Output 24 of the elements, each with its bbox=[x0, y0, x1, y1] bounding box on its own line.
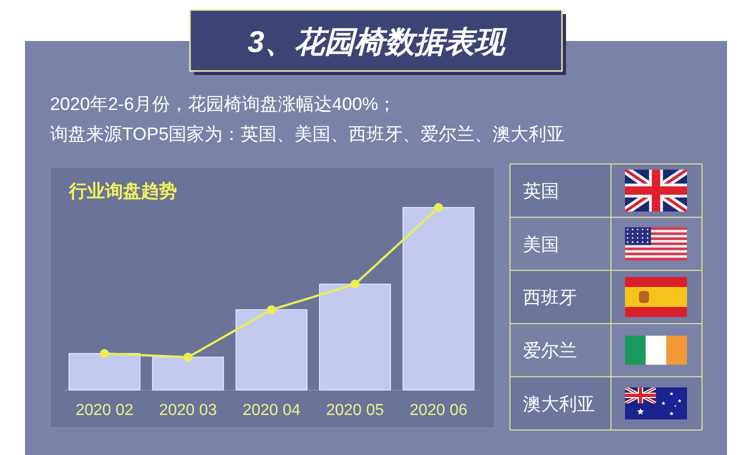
text: 英国 bbox=[523, 181, 559, 202]
x-tick-label: 2020 03 bbox=[159, 402, 218, 419]
x-tick-label: 2020 04 bbox=[242, 402, 301, 419]
text: 询盘来源TOP5国家为：英国、美国、西班牙、爱尔兰、澳大利亚 bbox=[50, 124, 565, 144]
bar bbox=[319, 284, 391, 390]
bar bbox=[236, 309, 308, 390]
text: 美国 bbox=[523, 234, 559, 254]
point bbox=[184, 352, 192, 362]
text: 西班牙 bbox=[523, 288, 577, 308]
x-tick-label: 2020 02 bbox=[76, 402, 134, 419]
chart-title: 3、花园椅数据表现 bbox=[248, 26, 508, 59]
x-tick-label: 2020 05 bbox=[326, 402, 384, 419]
bar bbox=[152, 356, 224, 390]
text: 爱尔兰 bbox=[523, 340, 577, 361]
x-tick-label: 2020 06 bbox=[410, 402, 468, 419]
text: 澳大利亚 bbox=[523, 394, 595, 414]
chart-subtitle: 行业询盘趋势 bbox=[68, 181, 177, 201]
bar bbox=[68, 353, 140, 390]
point bbox=[350, 280, 360, 289]
bar bbox=[402, 207, 474, 390]
point bbox=[434, 203, 443, 212]
point bbox=[100, 349, 109, 358]
text: 2020年2-6月份，花园椅询盘涨幅达400%； bbox=[50, 94, 396, 114]
point bbox=[267, 305, 276, 314]
